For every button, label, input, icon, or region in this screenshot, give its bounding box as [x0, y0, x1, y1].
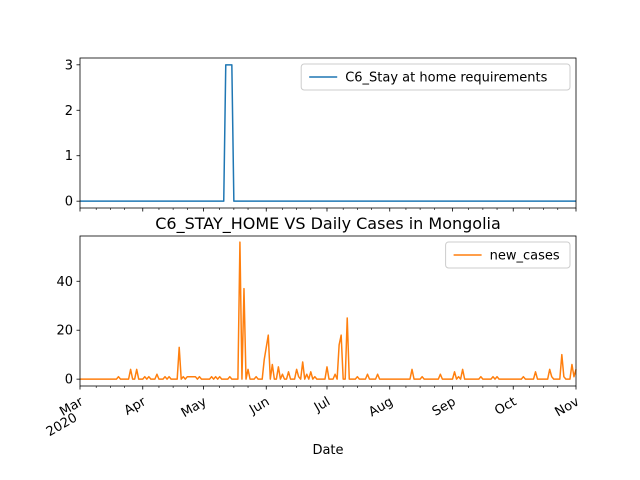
- chart-title: C6_STAY_HOME VS Daily Cases in Mongolia: [155, 214, 501, 234]
- legend-box: [300, 63, 571, 91]
- y-tick-label: 0: [65, 195, 73, 210]
- legend-entry: new_cases: [490, 249, 560, 264]
- x-axis-label: Date: [312, 443, 343, 458]
- x-tick-label: Jul: [311, 394, 333, 415]
- y-tick-label: 20: [56, 324, 73, 339]
- y-tick-label: 1: [65, 149, 73, 164]
- legend-box: [445, 241, 571, 269]
- plot-frame: [79, 57, 577, 209]
- y-tick-label: 40: [56, 275, 73, 290]
- series-line-new-cases: [80, 241, 577, 380]
- stay-home-panel: 0 1 2 3 C6_Stay at home requirements: [65, 57, 577, 212]
- y-tick-label: 3: [65, 58, 73, 73]
- legend-entry: C6_Stay at home requirements: [345, 71, 547, 86]
- y-tick-label: 2: [65, 104, 73, 119]
- plot-frame: [79, 235, 577, 387]
- series-line-c6-stay-at-home-requirements: [80, 64, 576, 202]
- y-tick-label: 0: [65, 373, 73, 388]
